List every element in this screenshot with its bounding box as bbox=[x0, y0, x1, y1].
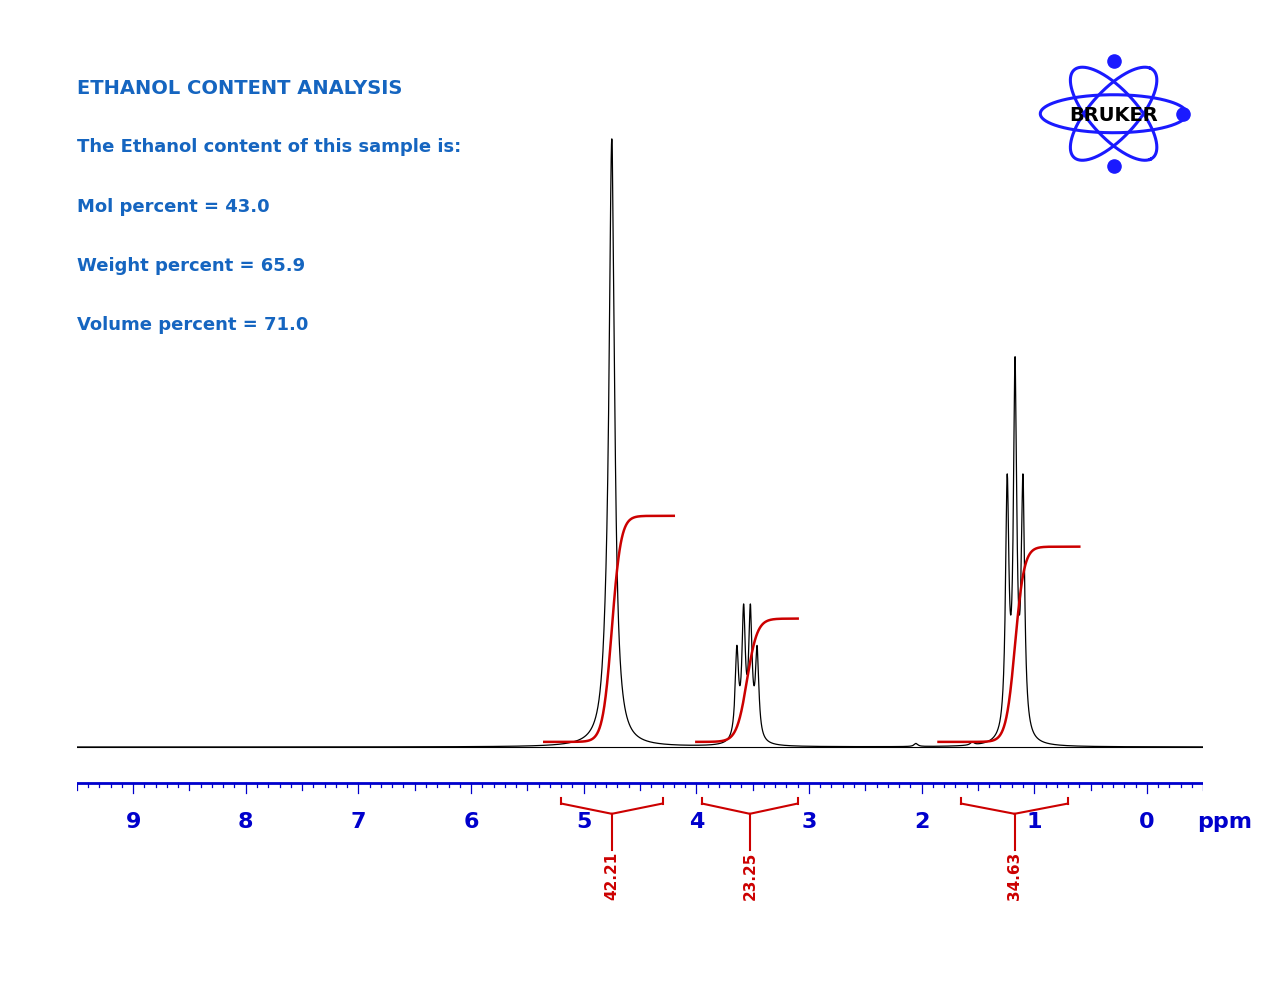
Text: 34.63: 34.63 bbox=[1007, 852, 1021, 900]
Text: 42.21: 42.21 bbox=[604, 852, 620, 900]
Text: 8: 8 bbox=[238, 812, 253, 832]
Text: ppm: ppm bbox=[1198, 812, 1253, 832]
Point bbox=[1103, 158, 1124, 174]
Text: 4: 4 bbox=[689, 812, 704, 832]
Text: 3: 3 bbox=[801, 812, 817, 832]
Text: 5: 5 bbox=[576, 812, 591, 832]
Text: Weight percent = 65.9: Weight percent = 65.9 bbox=[77, 257, 305, 275]
Text: The Ethanol content of this sample is:: The Ethanol content of this sample is: bbox=[77, 138, 461, 156]
Text: 9: 9 bbox=[125, 812, 141, 832]
Text: 6: 6 bbox=[463, 812, 479, 832]
Text: 23.25: 23.25 bbox=[742, 852, 758, 900]
Text: Mol percent = 43.0: Mol percent = 43.0 bbox=[77, 198, 269, 216]
Text: 1: 1 bbox=[1027, 812, 1042, 832]
Text: BRUKER: BRUKER bbox=[1069, 106, 1158, 125]
Text: Volume percent = 71.0: Volume percent = 71.0 bbox=[77, 316, 308, 334]
Text: 2: 2 bbox=[914, 812, 929, 832]
Text: ETHANOL CONTENT ANALYSIS: ETHANOL CONTENT ANALYSIS bbox=[77, 79, 402, 98]
Point bbox=[1172, 106, 1193, 122]
Text: 0: 0 bbox=[1139, 812, 1155, 832]
Text: 7: 7 bbox=[351, 812, 366, 832]
Point bbox=[1103, 53, 1124, 69]
